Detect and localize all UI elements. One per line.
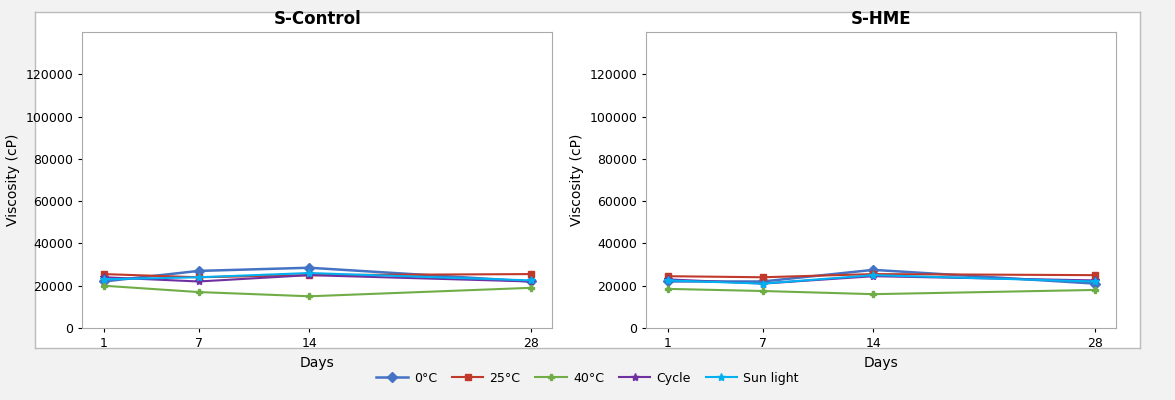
Sun light <box>756 281 770 286</box>
Line: Cycle: Cycle <box>100 271 535 286</box>
25°C <box>192 275 206 280</box>
Line: Sun light: Sun light <box>664 271 1099 288</box>
40°C <box>866 292 880 296</box>
Line: Cycle: Cycle <box>664 272 1099 288</box>
Line: 40°C: 40°C <box>100 282 535 300</box>
40°C <box>756 289 770 294</box>
40°C <box>524 286 538 290</box>
25°C <box>756 275 770 280</box>
Title: S-HME: S-HME <box>851 10 912 28</box>
Line: 0°C: 0°C <box>100 264 535 285</box>
0°C <box>192 268 206 273</box>
40°C <box>96 283 110 288</box>
0°C <box>1088 281 1102 286</box>
Sun light <box>192 275 206 280</box>
Cycle <box>866 274 880 278</box>
Y-axis label: Viscosity (cP): Viscosity (cP) <box>6 134 20 226</box>
Cycle <box>192 279 206 284</box>
Sun light <box>96 277 110 282</box>
25°C <box>866 272 880 276</box>
Sun light <box>524 278 538 283</box>
0°C <box>660 279 674 284</box>
40°C <box>1088 288 1102 292</box>
25°C <box>660 274 674 278</box>
0°C <box>302 265 316 270</box>
40°C <box>660 286 674 291</box>
0°C <box>866 268 880 272</box>
Cycle <box>660 277 674 282</box>
Y-axis label: Viscosity (cP): Viscosity (cP) <box>570 134 584 226</box>
Legend: 0°C, 25°C, 40°C, Cycle, Sun light: 0°C, 25°C, 40°C, Cycle, Sun light <box>371 367 804 390</box>
0°C <box>524 279 538 284</box>
Line: 40°C: 40°C <box>664 286 1099 298</box>
Title: S-Control: S-Control <box>274 10 361 28</box>
Line: 25°C: 25°C <box>664 271 1099 281</box>
0°C <box>96 279 110 284</box>
Cycle <box>302 273 316 278</box>
40°C <box>302 294 316 299</box>
25°C <box>302 273 316 278</box>
0°C <box>756 279 770 284</box>
Cycle <box>96 275 110 280</box>
25°C <box>96 272 110 276</box>
Sun light <box>660 278 674 283</box>
Line: 0°C: 0°C <box>664 266 1099 287</box>
25°C <box>524 272 538 276</box>
Sun light <box>302 271 316 276</box>
25°C <box>1088 273 1102 278</box>
Cycle <box>1088 278 1102 283</box>
Cycle <box>756 281 770 286</box>
Sun light <box>866 273 880 278</box>
Sun light <box>1088 279 1102 284</box>
Line: 25°C: 25°C <box>100 271 535 281</box>
X-axis label: Days: Days <box>864 356 899 370</box>
40°C <box>192 290 206 294</box>
X-axis label: Days: Days <box>300 356 335 370</box>
Cycle <box>524 279 538 284</box>
Line: Sun light: Sun light <box>100 269 535 284</box>
